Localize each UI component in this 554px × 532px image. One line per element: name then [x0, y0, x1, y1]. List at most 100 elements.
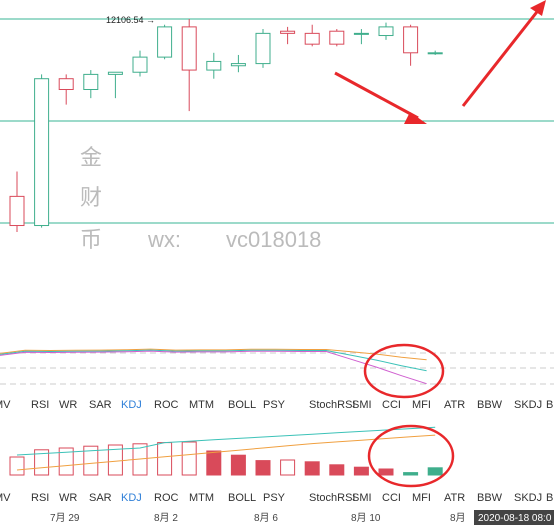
candle-body: [230, 63, 246, 67]
candle: [9, 171, 25, 232]
candle-body: [157, 26, 173, 58]
volume-bar: [9, 456, 25, 476]
tab-boll[interactable]: BOLL: [228, 492, 256, 504]
candle-body: [107, 71, 123, 75]
red-arrow-down-head: [404, 112, 427, 124]
tab-atr[interactable]: ATR: [444, 492, 465, 504]
candle: [181, 19, 197, 112]
volume-bar: [280, 459, 296, 476]
volume-bar: [403, 472, 419, 476]
volume-bar: [83, 445, 99, 476]
tab-stochrsi[interactable]: StochRSI: [309, 492, 355, 504]
volume-bar: [378, 468, 394, 476]
tab-mv[interactable]: MV: [0, 492, 11, 504]
candle: [58, 74, 74, 105]
date-axis: 7月 29 8月 2 8月 6 8月 10 8月: [50, 512, 466, 524]
tab-mtm[interactable]: MTM: [189, 492, 214, 504]
tab-rsi[interactable]: RSI: [31, 399, 49, 411]
candle-body: [353, 32, 369, 35]
candle: [378, 22, 394, 40]
candle-body: [329, 30, 345, 45]
tab-smi[interactable]: SMI: [352, 399, 372, 411]
candle-body: [403, 26, 419, 54]
tab-bbw[interactable]: BBW: [477, 492, 503, 504]
candle-body: [304, 32, 320, 45]
date-tick-label: 8月 6: [254, 512, 278, 524]
date-tick-label: 8月: [450, 512, 466, 524]
tab-rsi[interactable]: RSI: [31, 492, 49, 504]
volume-bar: [206, 450, 222, 476]
date-tick-label: 8月 10: [351, 512, 381, 524]
cursor-date-box: 2020-08-18 08:0: [474, 510, 554, 525]
tab-boll[interactable]: BOLL: [228, 399, 256, 411]
tab-skdj[interactable]: SKDJ: [514, 399, 542, 411]
candle-body: [378, 26, 394, 37]
tab-wr[interactable]: WR: [59, 399, 77, 411]
tab-stochrsi[interactable]: StochRSI: [309, 399, 355, 411]
tab-roc[interactable]: ROC: [154, 399, 179, 411]
candle-body: [83, 73, 99, 91]
red-arrow-up-head: [530, 0, 546, 16]
tab-bia[interactable]: BIA: [546, 399, 554, 411]
watermark-char-1: 金: [80, 145, 102, 170]
volume-series: [9, 426, 443, 476]
candle: [230, 54, 246, 73]
date-tick-label: 8月 2: [154, 512, 178, 524]
watermark-wx-label: wx:: [147, 227, 181, 252]
volume-ma-1: [16, 426, 436, 456]
tab-mv[interactable]: MV: [0, 399, 11, 411]
osc-line-2: [0, 349, 427, 372]
candle: [206, 52, 222, 79]
volume-bar: [304, 461, 320, 476]
tab-psy[interactable]: PSY: [263, 399, 286, 411]
watermark-wx-id: vc018018: [226, 227, 321, 252]
tab-wr[interactable]: WR: [59, 492, 77, 504]
candle-body: [255, 32, 271, 65]
tab-bia[interactable]: BIA: [546, 492, 554, 504]
red-arrow-up: [461, 7, 542, 107]
candle: [34, 74, 50, 228]
tab-smi[interactable]: SMI: [352, 492, 372, 504]
tab-roc[interactable]: ROC: [154, 492, 179, 504]
candlestick-series: [9, 19, 443, 232]
candle: [280, 26, 296, 45]
tab-kdj[interactable]: KDJ: [121, 492, 142, 504]
volume-bar: [157, 442, 173, 476]
tab-sar[interactable]: SAR: [89, 399, 112, 411]
volume-ma-2: [16, 434, 436, 471]
volume-bar: [255, 460, 271, 476]
red-circle-oscillator: [363, 343, 445, 399]
candle: [255, 29, 271, 68]
tab-sar[interactable]: SAR: [89, 492, 112, 504]
high-price-label: 12106.54 →: [106, 15, 155, 25]
red-arrow-down: [334, 71, 419, 120]
tab-mtm[interactable]: MTM: [189, 399, 214, 411]
candle-body: [206, 60, 222, 71]
tab-cci[interactable]: CCI: [382, 492, 401, 504]
candle: [353, 29, 369, 45]
cursor-date-bg: [474, 510, 554, 525]
volume-bar: [329, 464, 345, 476]
tab-cci[interactable]: CCI: [382, 399, 401, 411]
watermark: 金 财 币 wx: vc018018: [80, 145, 321, 252]
candle: [157, 24, 173, 60]
tab-atr[interactable]: ATR: [444, 399, 465, 411]
tab-kdj[interactable]: KDJ: [121, 399, 142, 411]
date-tick-label: 7月 29: [50, 512, 80, 524]
tab-mfi[interactable]: MFI: [412, 399, 431, 411]
candle: [427, 50, 443, 55]
osc-line-1: [0, 348, 427, 361]
candle-body: [181, 26, 197, 71]
volume-bar: [34, 449, 50, 476]
tab-psy[interactable]: PSY: [263, 492, 286, 504]
red-circle-volume: [367, 424, 455, 488]
red-annotations: [334, 0, 546, 488]
volume-bar: [107, 444, 123, 476]
tab-skdj[interactable]: SKDJ: [514, 492, 542, 504]
tab-mfi[interactable]: MFI: [412, 492, 431, 504]
oscillator-series: [0, 348, 427, 385]
tab-bbw[interactable]: BBW: [477, 399, 503, 411]
candle: [107, 71, 123, 99]
